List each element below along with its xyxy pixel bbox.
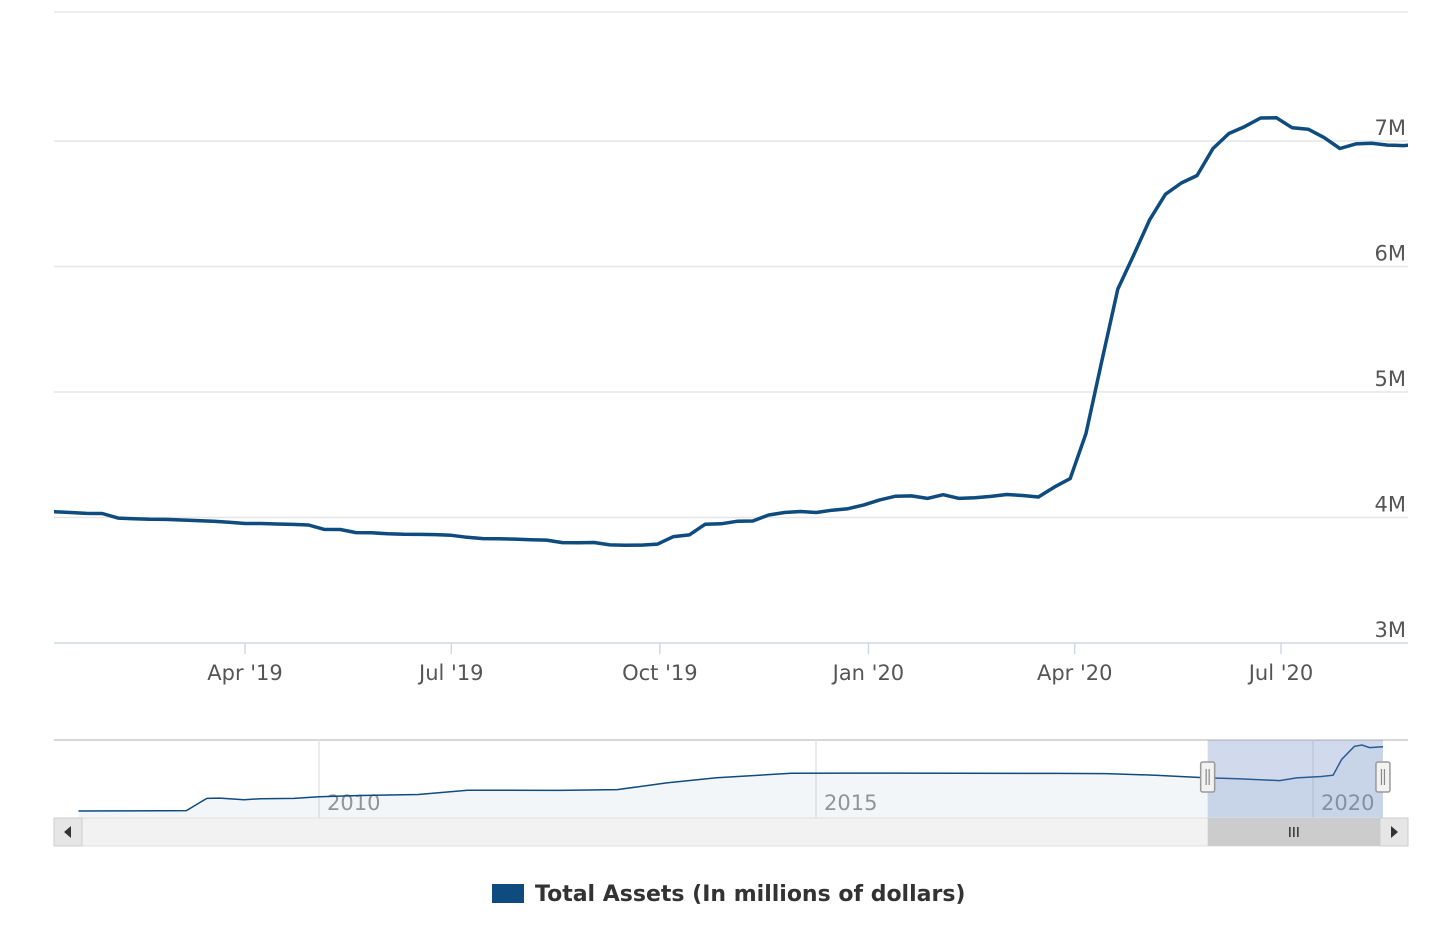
scrollbar-track[interactable] xyxy=(53,817,1409,847)
y-tick-label: 4M xyxy=(1375,493,1406,517)
navigator-line xyxy=(78,744,1384,812)
x-tick-label: Jul '20 xyxy=(1247,661,1314,685)
legend-item[interactable]: Total Assets (In millions of dollars) xyxy=(492,882,965,907)
x-axis: Apr '19 Jul '19 Oct '19 Jan '20 Apr '20 Jul '… xyxy=(207,643,1313,685)
x-tick-label: Jan '20 xyxy=(831,661,905,685)
x-tick-label: Apr '20 xyxy=(1037,661,1113,685)
grid-lines xyxy=(54,11,1408,644)
x-tick-label: Apr '19 xyxy=(207,661,283,685)
y-tick-label: 7M xyxy=(1375,116,1406,140)
x-tick-label: Jul '19 xyxy=(417,661,484,685)
scrollbar[interactable] xyxy=(53,817,1409,847)
y-tick-label: 3M xyxy=(1375,618,1406,642)
navigator-area xyxy=(78,745,1383,818)
y-tick-label: 5M xyxy=(1375,367,1406,391)
y-tick-label: 6M xyxy=(1375,242,1406,266)
legend-label: Total Assets (In millions of dollars) xyxy=(535,882,965,907)
navigator[interactable]: 2010 2015 2020 xyxy=(54,739,1408,818)
arrow-right-icon xyxy=(1391,826,1398,838)
navigator-year-label: 2015 xyxy=(824,791,877,815)
legend-swatch xyxy=(492,884,524,903)
navigator-handle-left[interactable] xyxy=(1199,761,1216,793)
series-layer[interactable] xyxy=(0,116,1438,547)
y-axis-labels: 3M 4M 5M 6M 7M xyxy=(1375,116,1406,642)
arrow-left-icon xyxy=(64,826,71,838)
series-line[interactable] xyxy=(0,116,1438,547)
navigator-series xyxy=(78,744,1384,818)
navigator-handle-right[interactable] xyxy=(1375,761,1391,793)
legend[interactable]: Total Assets (In millions of dollars) xyxy=(492,882,965,907)
x-tick-label: Oct '19 xyxy=(622,661,697,685)
navigator-selected-range[interactable] xyxy=(1207,740,1383,818)
navigator-year-label: 2020 xyxy=(1321,791,1374,815)
